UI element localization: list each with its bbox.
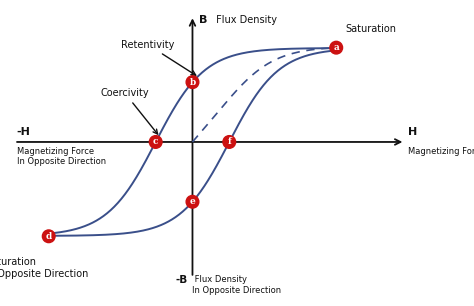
Text: Saturation: Saturation (346, 24, 396, 34)
Text: Retentivity: Retentivity (121, 40, 196, 75)
Text: -B: -B (176, 275, 188, 285)
Text: Coercivity: Coercivity (100, 88, 157, 134)
Text: Flux Density: Flux Density (213, 16, 277, 25)
Text: Magnetizing Force
In Opposite Direction: Magnetizing Force In Opposite Direction (17, 147, 106, 166)
Circle shape (186, 196, 199, 208)
Text: -H: -H (17, 127, 30, 137)
Text: Magnetizing Force: Magnetizing Force (408, 147, 474, 155)
Circle shape (42, 230, 55, 243)
Text: B: B (200, 16, 208, 25)
Text: f: f (228, 137, 231, 147)
Text: c: c (153, 137, 158, 147)
Circle shape (330, 41, 343, 54)
Text: H: H (408, 127, 417, 137)
Text: Saturation
In Opposite Direction: Saturation In Opposite Direction (0, 257, 89, 278)
Text: d: d (46, 232, 52, 241)
Circle shape (149, 136, 162, 148)
Text: a: a (333, 43, 339, 52)
Text: e: e (190, 197, 195, 206)
Text: b: b (189, 78, 196, 87)
Text: Flux Density
In Opposite Direction: Flux Density In Opposite Direction (192, 275, 282, 295)
Circle shape (223, 136, 236, 148)
Circle shape (186, 76, 199, 88)
